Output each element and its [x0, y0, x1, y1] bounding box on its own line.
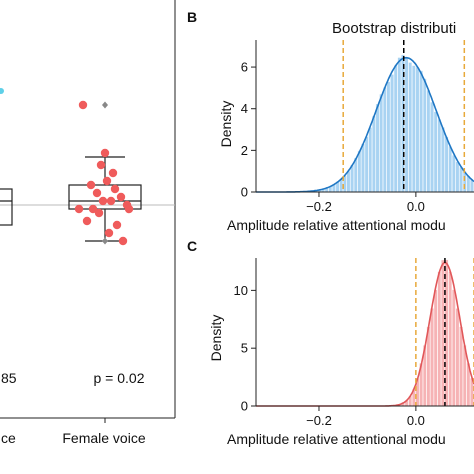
x-tick-label-male: ce: [1, 430, 16, 446]
data-point: [118, 236, 128, 246]
histogram-bar: [368, 127, 373, 193]
data-point: [110, 184, 120, 194]
data-point: [98, 196, 108, 206]
data-point: [86, 180, 96, 190]
histogram-bar: [372, 115, 376, 193]
histogram-bar: [441, 127, 445, 193]
histogram-bar: [361, 143, 365, 193]
panel-b-y-axis-label: Density: [218, 101, 234, 148]
histogram-bar: [455, 308, 460, 407]
panel-c-histogram: C Amplitude relative attentional modu De…: [187, 238, 474, 447]
histogram-bar: [448, 146, 452, 193]
data-point: [96, 160, 106, 170]
histogram-bar: [433, 111, 438, 193]
annotation-p-value: p = 0.02: [94, 370, 145, 386]
x-tick-label: −0.2: [306, 413, 332, 428]
data-point: [88, 204, 98, 214]
annotation-left: 85: [1, 370, 17, 386]
data-point: [116, 192, 126, 202]
data-point-male: [0, 88, 4, 94]
histogram-bar: [437, 119, 442, 193]
y-tick-label: 4: [241, 101, 248, 116]
histogram-bar: [455, 161, 460, 193]
histogram-bar: [412, 65, 416, 193]
y-tick-label: 6: [241, 60, 248, 75]
panel-label-c: C: [187, 238, 197, 254]
histogram-bar: [364, 136, 369, 193]
y-tick-label: 10: [234, 283, 248, 298]
histogram-bar: [430, 101, 434, 193]
x-tick-label: −0.2: [306, 199, 332, 214]
data-point: [108, 168, 118, 178]
histogram-bar: [397, 57, 402, 193]
data-point: [124, 204, 134, 214]
data-point: [74, 204, 84, 214]
histogram-bar: [459, 326, 463, 407]
histogram-bar: [375, 103, 380, 193]
outlier-marker: [102, 101, 108, 109]
data-point: [100, 148, 110, 158]
x-tick-label: 0.0: [407, 199, 425, 214]
histogram-bar: [353, 157, 358, 193]
histogram-bar: [444, 136, 449, 193]
histogram-bar: [357, 150, 362, 193]
data-point: [104, 228, 114, 238]
histogram-bar: [437, 271, 442, 407]
data-point: [78, 100, 88, 110]
histogram-bar: [415, 67, 420, 193]
x-tick-label: 0.0: [407, 413, 425, 428]
data-point: [106, 196, 116, 206]
histogram-bar: [422, 78, 427, 193]
data-point: [102, 176, 112, 186]
histogram-bar: [426, 90, 431, 193]
panel-b-histogram: B Bootstrap distributi Amplitude relativ…: [187, 9, 474, 233]
histogram-bar: [383, 87, 387, 193]
data-point: [82, 216, 92, 226]
histogram-bar: [430, 308, 434, 407]
box-male: [0, 188, 13, 226]
histogram-bar: [346, 170, 351, 193]
panel-label-b: B: [187, 9, 197, 25]
panel-b-title: Bootstrap distributi: [332, 20, 456, 37]
panel-c-y-axis-label: Density: [208, 315, 224, 362]
histogram-bar: [404, 57, 409, 193]
data-point: [92, 188, 102, 198]
histogram-bar: [390, 74, 394, 193]
histogram-bar: [393, 65, 398, 193]
outlier-marker: [102, 237, 108, 245]
histogram-bar: [448, 271, 452, 407]
data-point: [94, 208, 104, 218]
y-tick-label: 0: [241, 399, 248, 414]
histogram-bar: [386, 81, 391, 193]
y-tick-label: 5: [241, 341, 248, 356]
histogram-bar: [379, 93, 383, 193]
box-female: [68, 184, 142, 210]
histogram-bar: [408, 62, 412, 193]
histogram-bar: [419, 70, 423, 193]
y-tick-label: 2: [241, 143, 248, 158]
panel-a-boxplot: 85 p = 0.02 ce Female voice: [0, 0, 176, 446]
histogram-bar: [441, 259, 445, 407]
panel-b-x-axis-label: Amplitude relative attentional modu: [227, 217, 446, 233]
histogram-bar: [452, 155, 456, 193]
histogram-bar: [459, 166, 463, 193]
x-tick-label-female: Female voice: [62, 430, 145, 446]
panel-c-x-axis-label: Amplitude relative attentional modu: [227, 431, 446, 447]
y-tick-label: 0: [241, 185, 248, 200]
histogram-bar: [433, 289, 438, 407]
data-point: [112, 220, 122, 230]
histogram-bar: [350, 164, 354, 193]
histogram-bar: [452, 289, 456, 407]
